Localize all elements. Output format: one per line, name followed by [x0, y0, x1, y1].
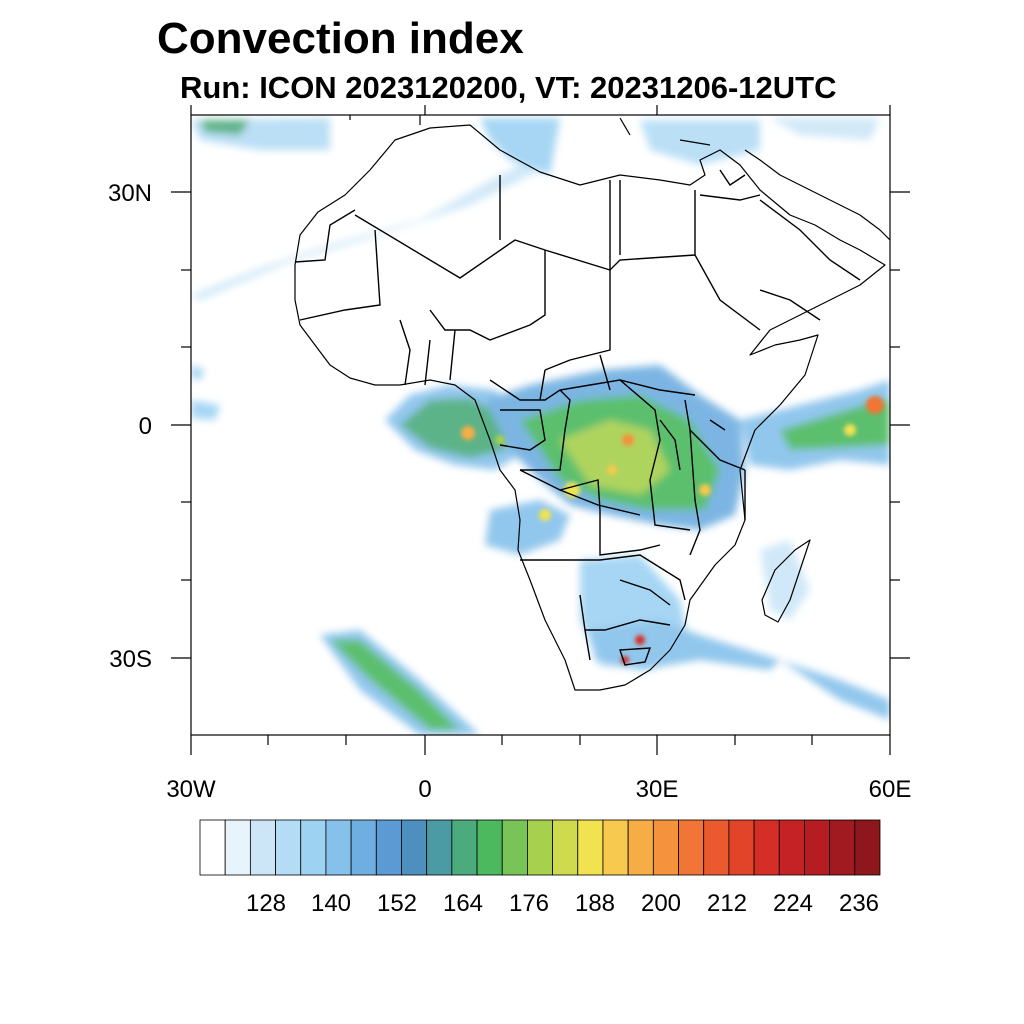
map-subtitle: Run: ICON 2023120200, VT: 20231206-12UTC — [180, 70, 837, 105]
map-title: Convection index — [157, 14, 524, 63]
colorbar-swatch — [527, 819, 553, 876]
colorbar-label-3: 164 — [443, 890, 483, 917]
lat-tick-label-1: 0 — [139, 413, 152, 440]
country-borders — [294, 169, 861, 666]
axis-ticks — [171, 105, 910, 755]
colorbar-swatch — [375, 819, 402, 876]
colorbar-swatch — [325, 819, 352, 876]
colorbar-label-7: 212 — [707, 890, 747, 917]
colorbar-swatch — [577, 819, 604, 876]
colorbar-swatch — [275, 819, 302, 876]
colorbar-swatch — [854, 819, 881, 876]
lat-tick-label-2: 30S — [109, 646, 152, 673]
colorbar-label-5: 188 — [575, 890, 615, 917]
lon-tick-label-2: 30E — [636, 776, 679, 803]
colorbar-label-6: 200 — [641, 890, 681, 917]
colorbar-label-0: 128 — [246, 890, 286, 917]
colorbar-swatch — [753, 819, 780, 876]
colorbar — [199, 819, 881, 876]
colorbar-swatch — [652, 819, 679, 876]
colorbar-swatch — [804, 819, 831, 876]
lat-tick-label-0: 30N — [108, 180, 152, 207]
colorbar-labels: 128 140 152 164 176 188 200 212 224 236 — [246, 890, 879, 917]
lon-tick-label-0: 30W — [166, 776, 216, 803]
colorbar-swatch — [703, 819, 730, 876]
colorbar-swatch — [401, 819, 428, 876]
colorbar-swatch — [829, 819, 856, 876]
colorbar-swatch — [627, 819, 654, 876]
colorbar-swatch — [552, 819, 579, 876]
coastlines — [294, 115, 890, 691]
colorbar-swatch — [602, 819, 629, 876]
colorbar-swatch — [451, 819, 478, 876]
colorbar-swatch — [199, 819, 226, 876]
colorbar-label-4: 176 — [509, 890, 549, 917]
colorbar-swatch — [249, 819, 276, 876]
colorbar-label-1: 140 — [311, 890, 351, 917]
colorbar-swatch — [426, 819, 453, 876]
colorbar-swatch — [300, 819, 327, 876]
colorbar-label-9: 236 — [839, 890, 879, 917]
colorbar-swatch — [224, 819, 251, 876]
colorbar-swatch — [350, 819, 377, 876]
colorbar-swatch — [678, 819, 705, 876]
lon-tick-label-3: 60E — [869, 776, 912, 803]
colorbar-swatch — [501, 819, 528, 876]
colorbar-label-8: 224 — [773, 890, 813, 917]
colorbar-label-2: 152 — [377, 890, 417, 917]
colorbar-swatch — [728, 819, 755, 876]
colorbar-swatch — [778, 819, 805, 876]
lon-tick-label-1: 0 — [418, 776, 431, 803]
colorbar-swatch — [476, 819, 503, 876]
convection-field — [191, 118, 890, 735]
